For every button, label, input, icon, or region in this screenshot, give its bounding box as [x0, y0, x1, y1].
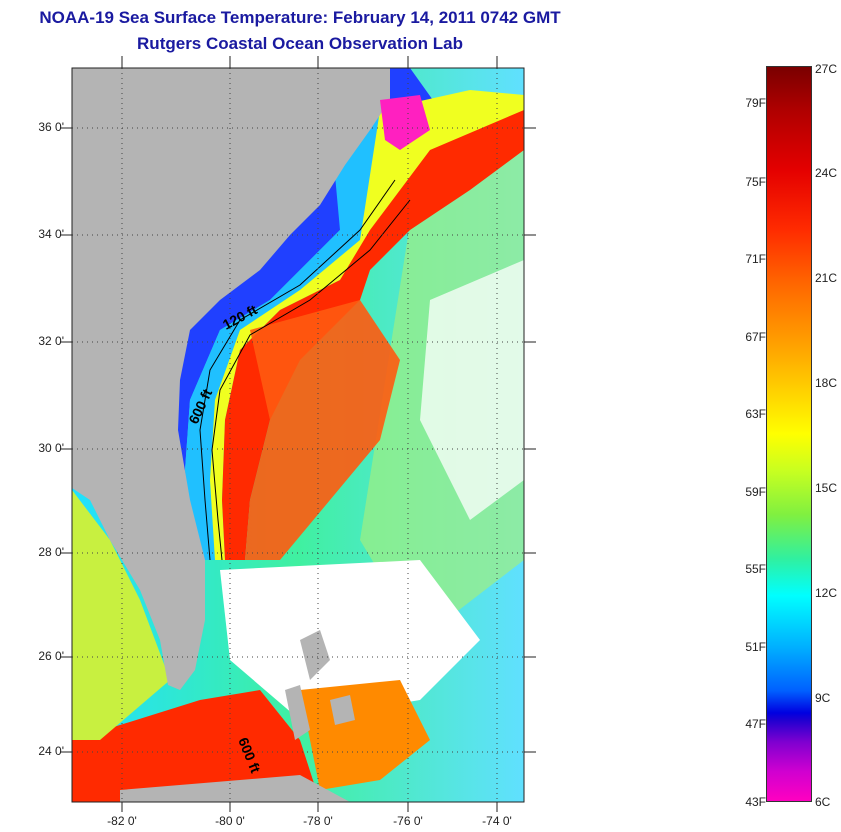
bahamas-island [300, 630, 330, 680]
contour-120ft [199, 179, 396, 561]
colorbar-f-label: 47F [745, 717, 766, 731]
colorbar-f-label: 63F [745, 407, 766, 421]
graticule [72, 68, 524, 802]
colorbar-c-label: 9C [815, 691, 831, 705]
lat-label: 32 0' [38, 334, 64, 348]
colorbar-f-label: 67F [745, 330, 766, 344]
colorbar-c-label: 18C [815, 376, 838, 390]
lon-label: -82 0' [107, 814, 137, 828]
colorbar-f-label: 51F [745, 640, 766, 654]
colorbar-c-label: 27C [815, 62, 838, 76]
colorbar-f-label: 71F [745, 252, 766, 266]
lon-label: -76 0' [393, 814, 423, 828]
map-border [71, 67, 525, 803]
lat-label: 28 0' [38, 545, 64, 559]
page-title: NOAA-19 Sea Surface Temperature: Februar… [39, 8, 561, 27]
colorbar-c-label: 6C [815, 795, 831, 809]
florida-straits-warm [72, 690, 320, 802]
cuba [120, 775, 350, 802]
lat-label: 26 0' [38, 649, 64, 663]
page-subtitle: Rutgers Coastal Ocean Observation Lab [137, 34, 463, 53]
colorbar-f-label: 43F [745, 795, 766, 809]
land-mainland [72, 68, 390, 690]
cloud-patch [420, 260, 524, 520]
axis-ticks [60, 56, 536, 812]
colorbar-f-label: 55F [745, 562, 766, 576]
colorbar-c-label: 24C [815, 166, 838, 180]
lat-label: 36 0' [38, 120, 64, 134]
colorbar-f-label: 79F [745, 96, 766, 110]
lat-label: 34 0' [38, 227, 64, 241]
colorbar-f-label: 75F [745, 175, 766, 189]
map-frame [72, 68, 524, 802]
gulf-of-mexico [72, 490, 170, 740]
pamlico-sound [380, 95, 430, 150]
bahamas-island-andros [285, 685, 310, 740]
bahamas-island-small [330, 695, 355, 725]
colorbar-f-label: 59F [745, 485, 766, 499]
temperature-colorbar [766, 66, 812, 802]
lon-label: -78 0' [303, 814, 333, 828]
colorbar-c-label: 21C [815, 271, 838, 285]
cloud-patch-south [220, 560, 480, 720]
colorbar-c-label: 12C [815, 586, 838, 600]
colorbar-c-label: 15C [815, 481, 838, 495]
lon-label: -80 0' [215, 814, 245, 828]
lon-label: -74 0' [482, 814, 512, 828]
contour-600ft [211, 199, 411, 561]
lat-label: 24 0' [38, 744, 64, 758]
gulf-stream-eddy [245, 300, 400, 560]
lat-label: 30 0' [38, 441, 64, 455]
